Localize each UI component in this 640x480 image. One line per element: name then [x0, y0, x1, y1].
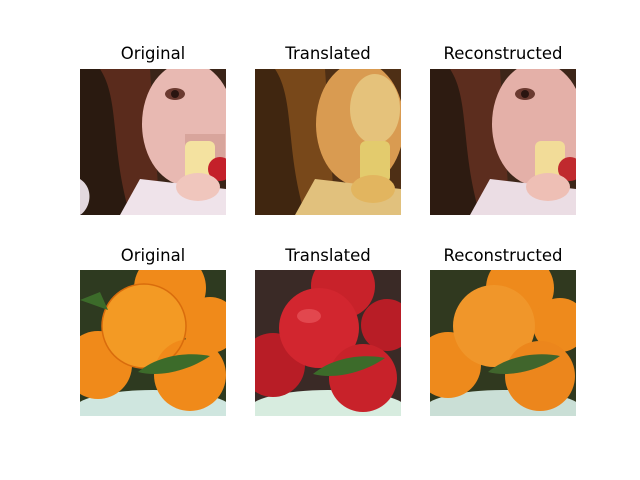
panel-title-r2c3: Reconstructed — [443, 246, 563, 265]
image-original-face — [80, 69, 226, 215]
face-photo-translated — [255, 69, 401, 215]
image-translated-face — [255, 69, 401, 215]
panel-title-r1c1: Original — [120, 44, 186, 63]
image-reconstructed-face — [430, 69, 576, 215]
image-reconstructed-oranges — [430, 270, 576, 416]
panel-title-r1c2: Translated — [285, 44, 371, 63]
image-translated-apples — [255, 270, 401, 416]
face-photo-reconstructed — [430, 69, 576, 215]
image-original-oranges — [80, 270, 226, 416]
face-photo-original — [80, 69, 226, 215]
panel-title-r2c1: Original — [120, 246, 186, 265]
panel-title-r2c2: Translated — [285, 246, 371, 265]
oranges-photo-original — [80, 270, 226, 416]
panel-title-r1c3: Reconstructed — [443, 44, 563, 63]
oranges-photo-reconstructed — [430, 270, 576, 416]
apples-photo-translated — [255, 270, 401, 416]
